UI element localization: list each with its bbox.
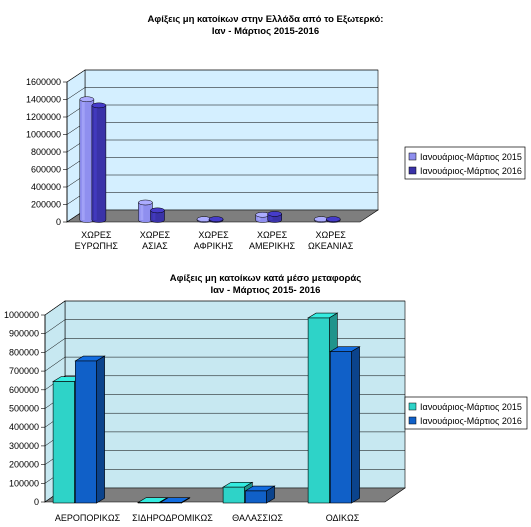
chart1-bar-1-1	[150, 207, 165, 223]
chart1-x-tick-label: ΧΩΡΕΣ	[140, 230, 171, 240]
chart2-bar-0-1	[137, 497, 169, 504]
chart1-title-line2: Ιαν - Μάρτιος 2015-2016	[211, 26, 320, 37]
chart1-x-tick-label: ΕΥΡΩΠΗΣ	[75, 241, 119, 251]
chart1-gridline	[66, 69, 378, 83]
chart1-y-tick-label: 1400000	[26, 95, 61, 105]
chart2-y-tick-label: 500000	[9, 404, 39, 414]
chart2-legend-label: Ιανουάριος-Μάρτιος 2016	[420, 416, 522, 426]
chart2-x-tick-label: ΘΑΛΑΣΣΙΩΣ	[232, 513, 283, 523]
chart1-y-tick-label: 800000	[31, 147, 61, 157]
chart2-x-tick-label: ΑΕΡΟΠΟΡΙΚΩΣ	[55, 513, 121, 523]
chart2-y-tick-label: 900000	[9, 329, 39, 339]
chart2-legend-label: Ιανουάριος-Μάρτιος 2015	[420, 402, 522, 412]
chart2-bar-1-3	[329, 346, 361, 504]
chart1-legend-swatch	[408, 152, 417, 161]
chart1-y-tick-label: 400000	[31, 182, 61, 192]
chart2-gridline	[44, 338, 405, 353]
chart2-bar-1-2	[244, 485, 276, 504]
chart2-bar-1-0	[74, 355, 106, 504]
chart1-x-tick-label: ΧΩΡΕΣ	[316, 230, 347, 240]
chart2-bar-1-1	[159, 497, 191, 504]
chart1-title: Αφίξεις μη κατοίκων στην Ελλάδα από το Ε…	[0, 14, 531, 38]
chart1-y-tick-label: 0	[56, 217, 61, 227]
chart1-gridline	[66, 87, 378, 100]
chart2-x-tick-label: ΣΙΔΗΡΟΔΡΟΜΙΚΩΣ	[132, 513, 213, 523]
chart1-bar-1-2	[208, 216, 224, 223]
chart2-y-tick-label: 0	[34, 497, 39, 507]
chart2-gridline	[44, 319, 405, 334]
chart1-bar-1-0	[91, 102, 107, 223]
chart2-title: Αφίξεις μη κατοίκων κατά μέσο μεταφοράς …	[0, 273, 531, 297]
chart2-x-tick-label: ΟΔΙΚΩΣ	[326, 513, 360, 523]
chart1-bar-0-0	[79, 96, 95, 223]
chart1-x-tick-label: ΑΣΙΑΣ	[142, 241, 168, 251]
chart1-y-tick-label: 1600000	[26, 77, 61, 87]
chart1-x-tick-label: ΧΩΡΕΣ	[257, 230, 288, 240]
chart2-gridline	[44, 375, 405, 391]
chart1-bar-1-3	[267, 211, 282, 223]
chart1-x-tick-label: ΩΚΕΑΝΙΑΣ	[308, 241, 354, 251]
chart1-title-line1: Αφίξεις μη κατοίκων στην Ελλάδα από το Ε…	[147, 14, 384, 25]
chart1-y-tick-label: 1000000	[26, 130, 61, 140]
chart1-legend-label: Ιανουάριος-Μάρτιος 2015	[420, 152, 522, 162]
chart2-legend-swatch	[408, 402, 417, 411]
chart2-y-tick-label: 600000	[9, 385, 39, 395]
chart1-x-tick-label: ΧΩΡΕΣ	[81, 230, 112, 240]
chart2-legend: Ιανουάριος-Μάρτιος 2015 Ιανουάριος-Μάρτιο…	[404, 396, 528, 430]
chart1-bar-0-3	[255, 211, 270, 223]
chart2-y-tick-label: 100000	[9, 478, 39, 488]
chart1-y-tick-label: 600000	[31, 165, 61, 175]
chart2-title-line2: Ιαν - Μάρτιος 2015- 2016	[210, 285, 321, 296]
chart2-y-tick-label: 400000	[9, 422, 39, 432]
chart1-bar-1-4	[326, 216, 341, 223]
chart1-legend-swatch	[408, 166, 417, 175]
chart2-y-tick-label: 1000000	[4, 310, 39, 320]
chart2-gridline	[44, 356, 405, 372]
chart1-bar-0-1	[138, 199, 153, 223]
chart1-y-tick-label: 200000	[31, 200, 61, 210]
chart1-x-tick-label: ΑΦΡΙΚΗΣ	[194, 241, 234, 251]
chart1-x-tick-label: ΧΩΡΕΣ	[198, 230, 229, 240]
chart1-legend: Ιανουάριος-Μάρτιος 2015 Ιανουάριος-Μάρτιο…	[404, 146, 526, 180]
chart2-y-tick-label: 700000	[9, 366, 39, 376]
chart1-legend-label: Ιανουάριος-Μάρτιος 2016	[420, 166, 522, 176]
chart2-y-tick-label: 800000	[9, 347, 39, 357]
chart1-y-tick-label: 1200000	[26, 112, 61, 122]
chart1-plot: 0 200000 400000 600000 800000 1000000 1200000 1…	[26, 69, 526, 251]
chart2-gridline	[44, 300, 405, 316]
chart2-title-line1: Αφίξεις μη κατοίκων κατά μέσο μεταφοράς	[169, 273, 362, 284]
chart1-bar-0-2	[196, 216, 212, 223]
chart2-legend-swatch	[408, 416, 417, 425]
chart2-y-tick-label: 200000	[9, 460, 39, 470]
chart2-y-tick-label: 300000	[9, 441, 39, 451]
chart1-x-tick-label: ΑΜΕΡΙΚΗΣ	[249, 241, 296, 251]
